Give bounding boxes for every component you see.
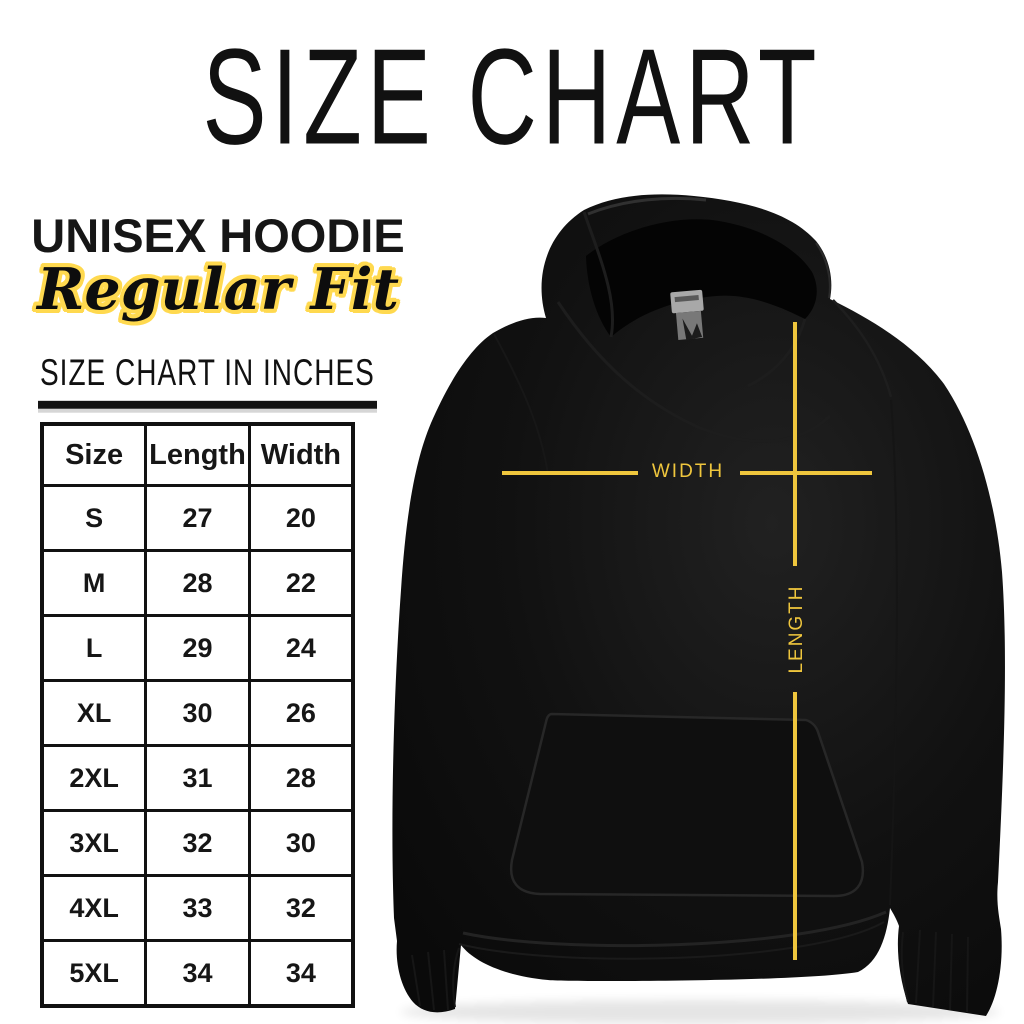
length-line-top xyxy=(793,322,797,566)
length-cell: 33 xyxy=(144,874,251,942)
table-row: XL 30 26 xyxy=(40,679,355,747)
ground-shadow xyxy=(400,1000,1000,1024)
fabric-fold-lines xyxy=(556,211,832,443)
hood-opening xyxy=(586,219,817,337)
page-title: SIZE CHART xyxy=(202,21,822,174)
waistband-seams xyxy=(458,910,887,960)
table-row: 2XL 31 28 xyxy=(40,744,355,812)
width-cell: 22 xyxy=(247,549,355,617)
table-row: 3XL 32 30 xyxy=(40,809,355,877)
length-line-bottom xyxy=(793,692,797,960)
fit-label: Regular Fit xyxy=(37,256,399,323)
size-table: Size Length Width S 27 20 M 28 22 L 29 24 XL 30 26 2… xyxy=(40,422,355,1008)
size-cell: 2XL xyxy=(40,744,148,812)
length-cell: 34 xyxy=(144,939,251,1008)
size-cell: M xyxy=(40,549,148,617)
table-row: 4XL 33 32 xyxy=(40,874,355,942)
size-cell: L xyxy=(40,614,148,682)
column-header-size: Size xyxy=(40,422,148,487)
table-row: M 28 22 xyxy=(40,549,355,617)
product-name: UNISEX HOODIE xyxy=(31,209,405,262)
length-cell: 31 xyxy=(144,744,251,812)
table-row: 5XL 34 34 xyxy=(40,939,355,1008)
width-label: WIDTH xyxy=(651,461,725,482)
length-cell: 28 xyxy=(144,549,251,617)
width-line-right xyxy=(740,471,872,475)
width-line-left xyxy=(502,471,638,475)
size-cell: XL xyxy=(40,679,148,747)
header-row: Size Length Width xyxy=(40,422,355,487)
width-cell: 34 xyxy=(247,939,355,1008)
length-cell: 29 xyxy=(144,614,251,682)
table-heading: SIZE CHART IN INCHES xyxy=(38,352,377,409)
column-header-width: Width xyxy=(247,422,355,487)
size-cell: 3XL xyxy=(40,809,148,877)
width-cell: 30 xyxy=(247,809,355,877)
size-cell: 4XL xyxy=(40,874,148,942)
size-cell: 5XL xyxy=(40,939,148,1008)
length-cell: 27 xyxy=(144,484,251,552)
width-cell: 20 xyxy=(247,484,355,552)
kangaroo-pocket xyxy=(509,712,865,898)
shoulder-seams xyxy=(493,196,898,906)
width-cell: 32 xyxy=(247,874,355,942)
size-table-header: Size Length Width xyxy=(40,422,355,487)
length-cell: 32 xyxy=(144,809,251,877)
length-cell: 30 xyxy=(144,679,251,747)
table-row: S 27 20 xyxy=(40,484,355,552)
cuff-ribs xyxy=(411,929,969,1013)
neck-tag xyxy=(670,289,704,341)
hoodie-image xyxy=(392,194,1005,1024)
column-header-length: Length xyxy=(144,422,251,487)
width-cell: 24 xyxy=(247,614,355,682)
size-table-body: S 27 20 M 28 22 L 29 24 XL 30 26 2XL 31 28 3XL 32 30 4XL 33… xyxy=(40,484,355,1008)
width-cell: 26 xyxy=(247,679,355,747)
length-label: LENGTH xyxy=(786,584,807,674)
size-cell: S xyxy=(40,484,148,552)
width-cell: 28 xyxy=(247,744,355,812)
table-row: L 29 24 xyxy=(40,614,355,682)
